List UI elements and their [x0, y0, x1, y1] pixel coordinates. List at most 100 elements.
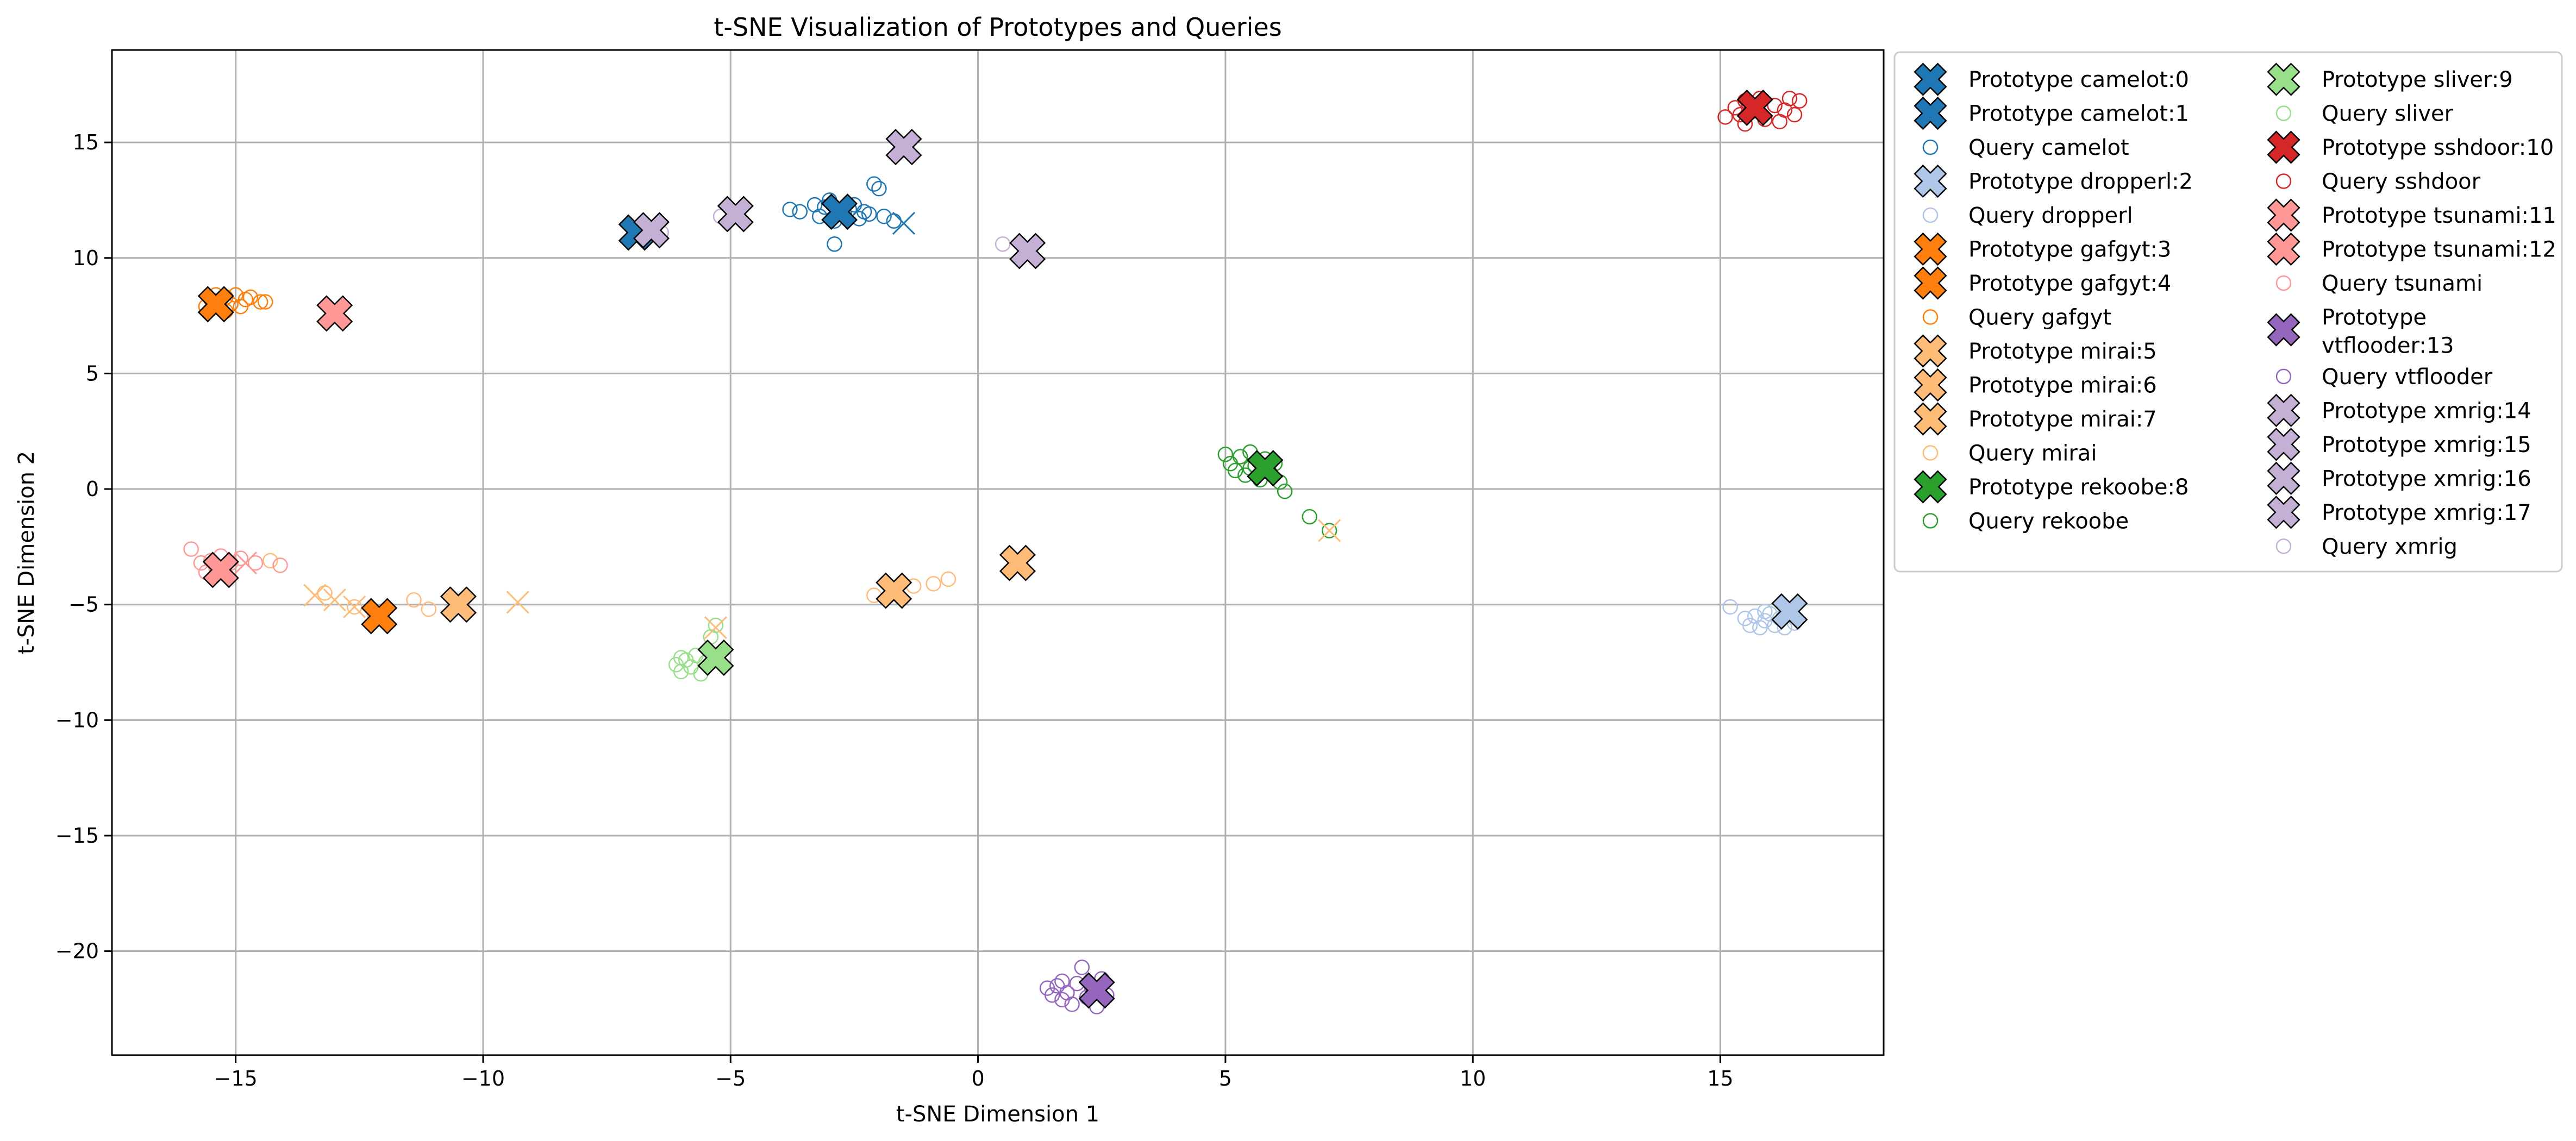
prototype-marker-tsunami-11 [202, 551, 239, 588]
prototype-marker-mirai-5 [440, 586, 477, 623]
y-tick-label: −10 [55, 708, 99, 732]
legend-prototype-icon [1914, 368, 1947, 402]
legend-query-icon [1922, 445, 1939, 461]
legend-prototype-icon [2267, 393, 2300, 427]
y-tick-label: −5 [68, 593, 99, 617]
query-point-camelot [792, 204, 808, 220]
query-point-camelot [827, 236, 842, 252]
legend-label: Query tsunami [2322, 271, 2483, 296]
legend-label: Prototype mirai:6 [1968, 373, 2157, 398]
legend-query-icon [1922, 309, 1939, 325]
legend-prototype-icon [1914, 62, 1947, 96]
legend-label: Prototype xmrig:14 [2322, 398, 2531, 423]
query-point-gafgyt [258, 294, 273, 310]
cross-marker [343, 595, 366, 619]
x-tick-label: −5 [715, 1067, 746, 1090]
prototype-marker-dropperl-2 [1771, 593, 1808, 630]
query-point-vtflooder [1054, 973, 1070, 989]
prototype-marker-gafgyt-4 [361, 598, 398, 635]
query-point-xmrig [995, 236, 1011, 252]
legend-prototype-icon [1914, 266, 1947, 300]
legend-label: Prototype sshdoor:10 [2322, 135, 2554, 160]
prototype-marker-sliver-9 [697, 640, 734, 676]
legend-query-icon [2275, 105, 2292, 121]
legend-label: Query gafgyt [1968, 305, 2111, 330]
y-tick-label: −15 [55, 824, 99, 848]
legend-label: Prototype xmrig:16 [2322, 466, 2531, 491]
query-point-tsunami [183, 541, 199, 557]
prototype-marker-xmrig-14 [633, 212, 670, 249]
query-point-camelot [876, 208, 892, 224]
cross-marker [1318, 519, 1341, 542]
prototype-marker-vtflooder-13 [1078, 972, 1115, 1009]
query-point-mirai [421, 601, 437, 617]
legend-label: Prototype [2322, 305, 2427, 330]
legend-label: Prototype xmrig:15 [2322, 432, 2531, 457]
query-point-mirai [346, 599, 362, 615]
query-point-camelot [871, 180, 887, 197]
plot-frame [111, 49, 1885, 1056]
query-point-sshdoor [1767, 97, 1783, 114]
legend-label: Prototype rekoobe:8 [1968, 475, 2189, 500]
legend-label: Query dropperl [1968, 203, 2133, 228]
legend-label: Prototype tsunami:12 [2322, 237, 2556, 262]
cross-marker [704, 616, 728, 640]
legend-prototype-icon [2267, 461, 2300, 495]
prototype-marker-xmrig-16 [717, 196, 754, 233]
chart-title: t-SNE Visualization of Prototypes and Qu… [714, 12, 1281, 42]
legend-prototype-icon [1914, 470, 1947, 504]
query-point-camelot [856, 204, 872, 220]
y-tick-label: 0 [86, 477, 99, 501]
legend-label: Query mirai [1968, 441, 2097, 466]
query-point-camelot [782, 202, 798, 217]
cross-marker [506, 591, 529, 614]
query-points [183, 91, 1808, 1014]
query-point-dropperl [1722, 599, 1738, 615]
legend-query-icon [1922, 513, 1939, 529]
query-point-vtflooder [1044, 987, 1060, 1003]
legend-prototype-icon [1914, 96, 1947, 130]
legend-prototype-icon [2267, 62, 2300, 96]
query-point-camelot [866, 176, 882, 192]
query-point-mirai [317, 585, 333, 601]
y-tick-label: 10 [73, 246, 99, 270]
legend-query-icon [2275, 275, 2292, 291]
query-point-sliver [673, 650, 689, 666]
legend-label: Query xmrig [2322, 534, 2458, 559]
legend-query-icon [2275, 538, 2292, 554]
prototype-marker-tsunami-12 [316, 295, 353, 332]
legend-prototype-icon [1914, 164, 1947, 198]
cross-markers [234, 211, 1341, 640]
legend-prototype-icon [2267, 496, 2300, 529]
cross-marker [323, 588, 346, 612]
query-point-tsunami [247, 555, 264, 571]
query-point-mirai [940, 571, 956, 587]
x-tick-label: 5 [1219, 1067, 1232, 1090]
y-tick-label: −20 [55, 939, 99, 963]
legend-prototype-icon [2267, 198, 2300, 232]
prototype-markers [197, 89, 1808, 1009]
legend-box [1893, 51, 2563, 573]
x-axis-label: t-SNE Dimension 1 [896, 1102, 1099, 1127]
legend-query-icon [2275, 368, 2292, 385]
query-point-sshdoor [1781, 91, 1798, 106]
legend: Prototype camelot:0 Prototype camelot:1 Qu… [1893, 51, 2563, 573]
prototype-marker-mirai-7 [999, 544, 1036, 581]
query-point-mirai [262, 553, 278, 569]
query-point-rekoobe [1302, 509, 1317, 525]
legend-prototype-icon [2267, 428, 2300, 461]
legend-label: Query sliver [2322, 102, 2454, 127]
legend-label: Query camelot [1968, 135, 2129, 160]
query-point-dropperl [1742, 617, 1758, 634]
query-point-mirai [926, 576, 941, 592]
legend-label: Query rekoobe [1968, 509, 2129, 534]
legend-label: Prototype camelot:1 [1968, 102, 2189, 127]
x-tick-label: −10 [461, 1067, 505, 1090]
legend-prototype-icon [2267, 232, 2300, 266]
y-tick-label: 5 [86, 361, 99, 385]
legend-label: Prototype mirai:5 [1968, 339, 2157, 364]
x-tick-label: 0 [971, 1067, 984, 1090]
legend-prototype-icon [1914, 334, 1947, 368]
query-point-sshdoor [1717, 109, 1733, 125]
legend-prototype-icon [1914, 232, 1947, 266]
